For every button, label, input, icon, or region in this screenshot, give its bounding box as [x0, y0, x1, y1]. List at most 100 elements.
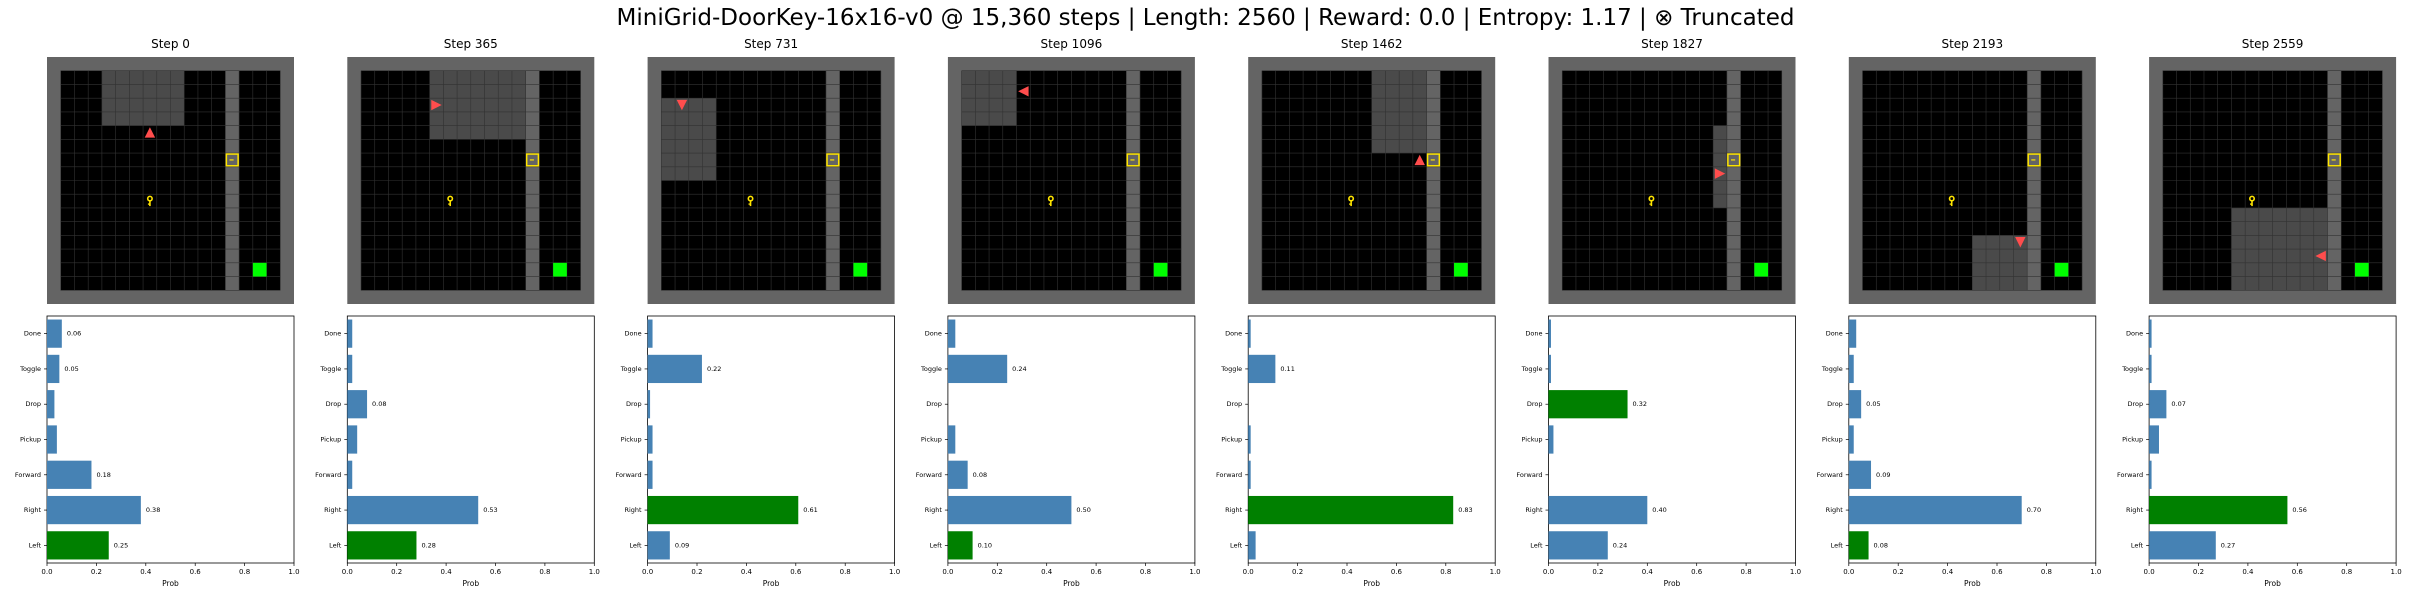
value-label: 0.83	[1458, 506, 1472, 514]
bar-toggle	[947, 354, 1008, 384]
y-tick-label: Forward	[1516, 471, 1542, 479]
view-cell	[498, 84, 512, 99]
view-cell	[170, 70, 185, 85]
agent-icon	[144, 127, 156, 138]
bar-forward	[1248, 460, 1251, 489]
view-cell	[511, 84, 526, 99]
view-cell	[457, 98, 471, 112]
bar-pickup	[1548, 425, 1554, 454]
view-cell	[2272, 276, 2287, 291]
view-cell	[484, 111, 499, 126]
y-tick-label: Left	[629, 541, 642, 549]
chart-frame	[1548, 315, 1796, 564]
view-cell	[1371, 98, 1386, 112]
view-cell	[661, 153, 676, 167]
view-cell	[1002, 98, 1017, 112]
x-tick-label: 0.6	[1091, 568, 1103, 576]
view-cell	[2286, 221, 2301, 236]
figure-title: MiniGrid-DoorKey-16x16-v0 @ 15,360 steps…	[616, 5, 1795, 31]
y-tick-label: Drop	[2127, 400, 2143, 408]
door-icon	[1126, 153, 1140, 167]
x-tick-label: 0.2	[1893, 568, 1904, 576]
x-tick-label: 1.0	[889, 568, 900, 576]
y-tick-label: Forward	[2117, 471, 2143, 479]
view-cell	[457, 84, 471, 99]
view-cell	[129, 70, 144, 85]
view-cell	[675, 139, 689, 154]
agent-icon	[431, 99, 442, 111]
y-tick-label: Pickup	[1822, 436, 1843, 444]
bar-pickup	[47, 425, 57, 454]
goal-tile	[2354, 262, 2369, 277]
panel-step-label: Step 0	[151, 37, 190, 51]
value-label: 0.09	[675, 541, 689, 549]
x-tick-label: 0.6	[1391, 568, 1403, 576]
view-cell	[484, 98, 499, 112]
bar-left	[647, 531, 670, 560]
view-cell	[1399, 125, 1413, 140]
bar-right	[347, 495, 479, 525]
view-cell	[1412, 125, 1427, 140]
view-cell	[457, 70, 471, 85]
panel-5: Left 0.24 Right 0.40 Forward Pickup Drop 0.32 To…	[1516, 57, 1801, 588]
door-icon	[826, 153, 840, 167]
view-cell	[1986, 262, 2000, 277]
view-cell	[2286, 276, 2301, 291]
view-cell	[2258, 249, 2273, 263]
bar-pickup	[647, 425, 653, 454]
view-cell	[2245, 276, 2259, 291]
view-cell	[2286, 235, 2301, 250]
y-tick-label: Toggle	[620, 365, 642, 373]
view-cell	[688, 125, 703, 140]
x-tick-label: 0.6	[490, 568, 502, 576]
x-tick-label: 0.0	[1843, 568, 1854, 576]
view-cell	[1371, 70, 1386, 85]
view-cell	[2272, 249, 2287, 263]
view-cell	[156, 111, 171, 126]
view-cell	[470, 84, 485, 99]
view-cell	[511, 70, 526, 85]
key-icon	[1047, 195, 1054, 207]
panel-7: Left 0.27 Right 0.56 Forward Pickup Drop 0.07 To…	[2117, 57, 2402, 588]
view-cell	[443, 70, 458, 85]
view-cell	[511, 125, 526, 140]
view-cell	[1972, 276, 1987, 291]
x-tick-label: 0.8	[1440, 568, 1451, 576]
view-cell	[1371, 125, 1386, 140]
view-cell	[2272, 262, 2287, 277]
bar-done	[1548, 319, 1551, 348]
view-cell	[2258, 276, 2273, 291]
bar-pickup	[1248, 425, 1251, 454]
panel-0: Left 0.25 Right 0.38 Forward 0.18 Pickup Drop To…	[15, 57, 300, 588]
view-cell	[470, 70, 485, 85]
y-tick-label: Done	[24, 330, 41, 338]
view-cell	[2286, 249, 2301, 263]
x-tick-label: 1.0	[288, 568, 299, 576]
y-tick-label: Left	[1230, 541, 1243, 549]
view-cell	[1713, 139, 1727, 154]
x-tick-label: 0.8	[2341, 568, 2352, 576]
view-cell	[429, 84, 444, 99]
x-tick-label: 1.0	[2090, 568, 2101, 576]
view-cell	[1002, 70, 1017, 85]
x-tick-label: 0.2	[1292, 568, 1303, 576]
y-tick-label: Toggle	[920, 365, 942, 373]
x-axis-label: Prob	[462, 579, 479, 588]
view-cell	[1371, 139, 1386, 154]
view-cell	[961, 70, 976, 85]
view-cell	[498, 70, 512, 85]
x-tick-label: 0.4	[1041, 568, 1053, 576]
view-cell	[498, 111, 512, 126]
view-cell	[1972, 235, 1987, 250]
bar-forward	[47, 460, 92, 489]
y-tick-label: Drop	[25, 400, 41, 408]
bar-done	[47, 319, 62, 348]
view-cell	[101, 98, 116, 112]
view-cell	[961, 84, 976, 99]
agent-icon	[2015, 237, 2026, 248]
bar-forward	[347, 460, 353, 489]
y-tick-label: Done	[1225, 330, 1242, 338]
view-cell	[702, 98, 717, 112]
value-label: 0.08	[973, 471, 987, 479]
view-cell	[1412, 139, 1427, 154]
